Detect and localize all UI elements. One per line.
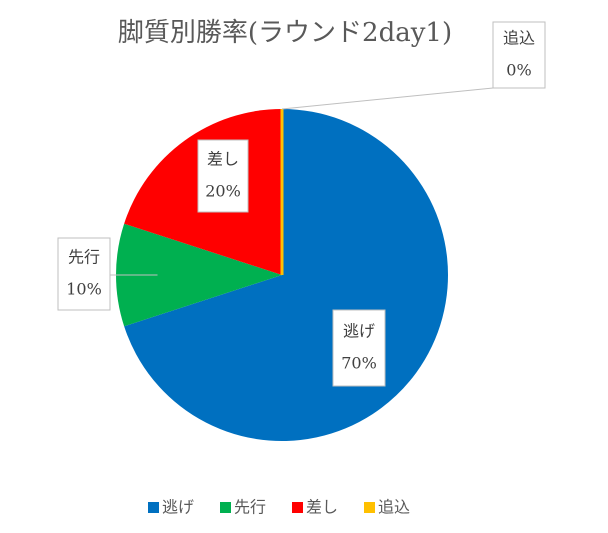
data-label-category: 差し	[207, 150, 239, 169]
data-label-category: 逃げ	[343, 322, 375, 341]
legend-swatch	[292, 502, 303, 513]
legend-swatch	[148, 502, 159, 513]
data-label-value: 0%	[506, 61, 531, 80]
legend-label: 先行	[234, 498, 266, 517]
legend-swatch	[364, 502, 375, 513]
data-label-value: 10%	[66, 280, 102, 299]
data-label-category: 追込	[503, 29, 535, 48]
data-label-value: 70%	[341, 354, 377, 373]
label-box	[197, 139, 249, 213]
data-label-category: 先行	[68, 248, 100, 267]
data-label-value: 20%	[205, 182, 241, 201]
legend-label: 追込	[378, 498, 410, 517]
legend-label: 逃げ	[162, 498, 194, 517]
legend-swatch	[220, 502, 231, 513]
legend-label: 差し	[306, 498, 338, 517]
pie-slice	[116, 223, 282, 327]
label-box	[332, 309, 386, 387]
label-box	[57, 237, 111, 311]
chart-title: 脚質別勝率(ラウンド2day1)	[118, 18, 452, 48]
leader-line	[281, 87, 494, 110]
label-box	[492, 21, 546, 89]
